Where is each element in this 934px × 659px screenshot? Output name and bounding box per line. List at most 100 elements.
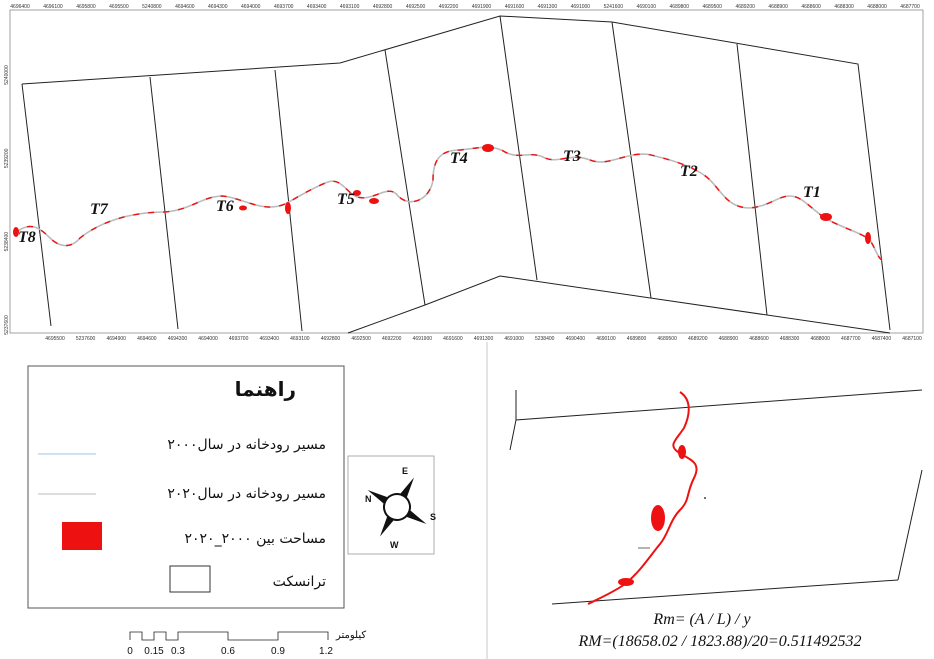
transect-label-t6: T6 [216, 198, 234, 215]
coordinate-tick-label: 4692200 [439, 4, 459, 10]
coordinate-tick-label: 4688900 [719, 336, 739, 342]
coordinate-tick-label: 4688900 [768, 4, 788, 10]
compass-label-s: S [430, 512, 436, 522]
formula-line-1: Rm= (A / L) / y [652, 611, 751, 628]
coordinate-tick-label: 4687400 [872, 336, 892, 342]
coordinate-tick-label: 4690100 [637, 4, 657, 10]
river-change-segments [13, 146, 883, 261]
coordinate-tick-label: 4691900 [413, 336, 433, 342]
coordinate-tick-label: 4689500 [657, 336, 677, 342]
transect-label-t3: T3 [563, 148, 581, 165]
left-coordinate-ticks: 5240000 5239200 5238400 5237600 [4, 65, 10, 335]
change-area-blob [482, 144, 494, 152]
legend-label-river-2020: مسیر رودخانه در سال۲۰۲۰ [167, 486, 326, 502]
coordinate-tick-label: 4690100 [596, 336, 616, 342]
compass-label-e: E [402, 466, 408, 476]
inset-change-area-large [651, 505, 665, 531]
coordinate-tick-label: 4693700 [274, 4, 294, 10]
coordinate-tick-label: 4693400 [260, 336, 280, 342]
coordinate-tick-label: 4687700 [841, 336, 861, 342]
inset-river-path [587, 391, 698, 605]
coordinate-tick-label: 4688600 [749, 336, 769, 342]
coordinate-tick-label: 4695500 [45, 336, 65, 342]
scale-label-12: 1.2 [319, 646, 333, 657]
coordinate-tick-label: 4694600 [137, 336, 157, 342]
transect-label-t1: T1 [803, 184, 821, 201]
coordinate-tick-label: 4692500 [351, 336, 371, 342]
transect-label-t5: T5 [337, 191, 355, 208]
coordinate-tick-label: 4696400 [10, 4, 30, 10]
coordinate-tick-label: 4691000 [571, 4, 591, 10]
coordinate-tick-label: 4694600 [175, 4, 195, 10]
coordinate-tick-label: 4695800 [76, 4, 96, 10]
change-area-blob [369, 198, 379, 204]
coordinate-tick-label: 5238400 [535, 336, 555, 342]
coordinate-tick-label: 4694000 [198, 336, 218, 342]
coordinate-tick-label: 5240800 [142, 4, 162, 10]
coordinate-tick-label: 4691300 [538, 4, 558, 10]
legend-label-transect: ترانسکت [273, 574, 326, 590]
compass-label-n: N [365, 494, 372, 504]
coordinate-tick-label: 4693700 [229, 336, 249, 342]
change-area-blob [353, 190, 361, 196]
coordinate-tick-label: 4689500 [702, 4, 722, 10]
legend-symbol-change-area [62, 522, 102, 550]
change-areas [13, 144, 871, 244]
coordinate-tick-label: 4688300 [780, 336, 800, 342]
change-area-blob [865, 232, 871, 244]
coordinate-tick-label: 4688000 [810, 336, 830, 342]
transect-label-t2: T2 [680, 163, 698, 180]
inset-map [509, 389, 923, 605]
coordinate-tick-label: 4689200 [688, 336, 708, 342]
coordinate-tick-label: 4692200 [382, 336, 402, 342]
transect-boundary-t4-t3 [499, 15, 538, 281]
coordinate-tick-label: 4689200 [735, 4, 755, 10]
scale-label-06: 0.6 [221, 646, 235, 657]
coordinate-tick-label: 4688600 [801, 4, 821, 10]
coordinate-tick-label: 4696100 [43, 4, 63, 10]
scale-bar [129, 631, 329, 641]
coordinate-tick-label: 4688000 [867, 4, 887, 10]
coordinate-tick-label: 4687700 [900, 4, 920, 10]
inset-transect-right [897, 469, 923, 581]
transect-boundary-t2-t1 [736, 43, 768, 316]
change-area-blob [13, 227, 19, 237]
change-area-blob [285, 202, 291, 214]
coordinate-tick-label: 5238400 [4, 232, 10, 252]
coordinate-tick-label: 4691900 [472, 4, 492, 10]
coordinate-tick-label: 4695500 [109, 4, 129, 10]
transect-outer-bottom [347, 275, 891, 334]
coordinate-tick-label: 4694000 [241, 4, 261, 10]
coordinate-tick-label: 4691000 [504, 336, 524, 342]
transect-boundary-t7-t6 [149, 76, 179, 330]
coordinate-tick-label: 4693100 [340, 4, 360, 10]
coordinate-tick-label: 5239200 [4, 148, 10, 168]
scale-label-09: 0.9 [271, 646, 285, 657]
transect-boundary-t3-t2 [611, 21, 652, 299]
coordinate-tick-label: 4687100 [902, 336, 922, 342]
scale-label-0: 0 [127, 646, 133, 657]
inset-transect-top [509, 389, 923, 451]
scale-label-015: 0.15 [144, 646, 164, 657]
transect-lines [21, 15, 891, 334]
coordinate-tick-label: 4688300 [834, 4, 854, 10]
coordinate-tick-label: 4690400 [566, 336, 586, 342]
coordinate-tick-label: 5241600 [604, 4, 624, 10]
inset-change-area [618, 578, 634, 586]
legend-label-change-area: مساحت بین ۲۰۰۰_۲۰۲۰ [185, 531, 327, 547]
coordinate-tick-label: 4692800 [373, 4, 393, 10]
coordinate-tick-label: 5237600 [4, 315, 10, 335]
scale-label-03: 0.3 [171, 646, 185, 657]
coordinate-tick-label: 4693400 [307, 4, 327, 10]
coordinate-tick-label: 4693100 [290, 336, 310, 342]
compass-icon [367, 477, 427, 537]
coordinate-tick-label: 4691600 [443, 336, 463, 342]
coordinate-tick-label: 4694300 [208, 4, 228, 10]
bottom-coordinate-ticks: 4695500 5237600 4694900 4694600 4694300 46940… [45, 336, 922, 342]
compass-label-w: W [390, 540, 399, 550]
inset-dot [704, 497, 706, 499]
formula-line-2: RM=(18658.02 / 1823.88)/20=0.511492532 [577, 633, 861, 650]
transect-boundary-t5-t4 [384, 49, 426, 306]
transect-label-t8: T8 [18, 229, 36, 246]
